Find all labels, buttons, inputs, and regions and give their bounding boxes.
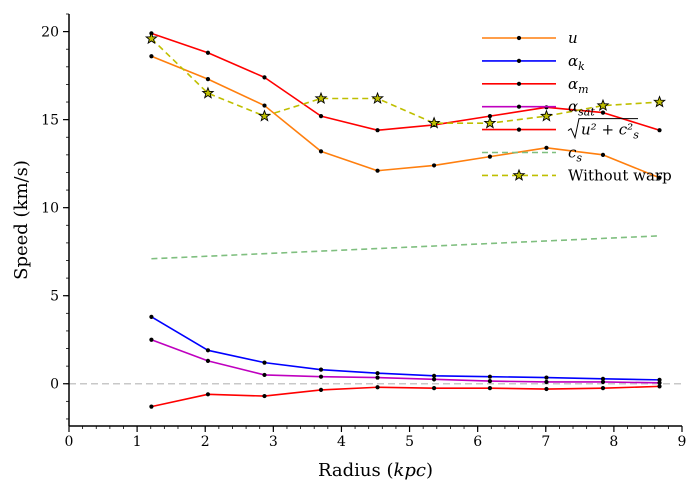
x-axis-title: Radius (kpc)	[318, 460, 433, 481]
legend-label-2: αm	[568, 75, 589, 96]
sqrt-sign	[567, 118, 638, 140]
data-point	[657, 128, 662, 133]
data-point	[657, 380, 662, 385]
legend-label-1: αk	[568, 52, 585, 73]
data-point	[600, 110, 606, 115]
data-point	[205, 392, 211, 397]
x-tick-label: 5	[405, 434, 414, 450]
data-point	[375, 128, 380, 133]
series-line-3	[151, 338, 660, 384]
data-point	[657, 377, 662, 382]
data-point-star	[540, 109, 553, 122]
data-point	[431, 373, 437, 378]
x-tick-label: 1	[133, 434, 142, 450]
data-point-star	[258, 109, 271, 122]
data-point	[262, 393, 267, 399]
axes: 0 1 2 3 4 5 6 7 8 9 0 5 10 15 20	[41, 13, 687, 450]
data-point	[487, 386, 493, 391]
x-tick-label: 2	[201, 434, 210, 450]
legend-marker	[516, 35, 522, 41]
legend-label-4: u² + c²s	[581, 121, 639, 142]
data-point	[262, 103, 267, 108]
data-point	[149, 54, 154, 59]
data-point	[318, 387, 324, 393]
y-tick-label: 0	[50, 377, 59, 393]
data-point	[544, 386, 549, 392]
data-point	[375, 371, 380, 376]
x-tick-label: 3	[269, 434, 278, 450]
x-tick-label: 0	[65, 434, 74, 450]
data-point	[600, 379, 606, 385]
data-point	[431, 163, 437, 168]
x-tick-label: 4	[337, 434, 346, 450]
data-point	[431, 386, 437, 391]
series-line-5	[151, 235, 660, 260]
series-line-2	[151, 385, 660, 408]
data-point	[487, 154, 493, 159]
legend-marker-star	[512, 168, 526, 181]
data-point	[262, 360, 267, 365]
data-point	[149, 404, 154, 409]
series-line-0	[151, 55, 660, 179]
data-point	[487, 374, 493, 379]
x-tick-label: 9	[678, 434, 687, 450]
data-point	[544, 379, 549, 385]
y-tick-label: 20	[41, 25, 59, 41]
data-point-star	[144, 31, 158, 45]
data-point	[487, 114, 493, 119]
data-point	[487, 379, 493, 384]
data-point	[205, 358, 211, 363]
data-point	[205, 77, 211, 82]
data-point-star	[201, 86, 215, 99]
series-line-1	[151, 316, 660, 381]
data-point	[375, 385, 380, 390]
data-point	[600, 386, 606, 391]
legend-label-3: αsat	[568, 98, 595, 119]
data-point	[544, 375, 549, 380]
data-point	[149, 314, 154, 319]
data-point	[318, 114, 324, 119]
legend-label-5: cs	[568, 144, 582, 165]
legend-marker	[516, 81, 522, 86]
data-point-star	[371, 91, 384, 105]
legend-marker	[516, 127, 522, 132]
data-point-star	[596, 98, 610, 112]
legend-label-0: u	[568, 29, 578, 47]
y-axis-title: Speed (km/s)	[11, 160, 32, 280]
data-point	[375, 168, 380, 173]
data-point	[262, 75, 267, 80]
data-point	[657, 175, 662, 180]
data-point	[600, 152, 606, 157]
data-point	[375, 375, 380, 380]
data-point	[318, 374, 324, 379]
data-point	[205, 348, 211, 353]
data-point	[318, 149, 324, 154]
legend-label-6: Without warp	[568, 166, 672, 184]
data-point-star	[314, 91, 328, 105]
data-point	[149, 337, 154, 342]
data-point-star	[653, 95, 666, 108]
y-tick-label: 5	[50, 289, 59, 305]
data-point	[205, 50, 211, 55]
data-point	[318, 367, 324, 372]
data-point	[431, 377, 437, 382]
y-tick-label: 15	[41, 113, 59, 129]
data-point	[657, 384, 662, 389]
x-tick-label: 7	[541, 434, 550, 450]
x-tick-label: 6	[473, 434, 482, 450]
y-tick-label: 10	[41, 201, 59, 217]
plot-area	[69, 31, 682, 409]
data-point	[600, 376, 606, 381]
data-point-star	[483, 116, 497, 129]
data-point-star	[427, 116, 441, 129]
legend-marker	[516, 104, 522, 109]
legend-marker	[516, 58, 522, 64]
series-line-4	[151, 32, 660, 132]
data-point	[544, 145, 549, 150]
data-point	[262, 372, 267, 378]
x-tick-label: 8	[609, 434, 618, 450]
